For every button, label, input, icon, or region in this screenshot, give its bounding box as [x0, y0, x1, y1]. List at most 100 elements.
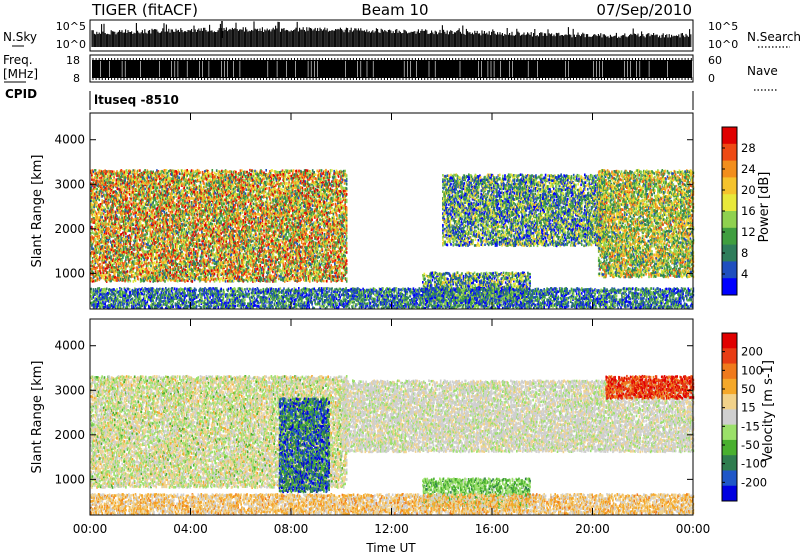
- data-cell: [90, 239, 92, 242]
- data-cell: [144, 206, 146, 209]
- data-cell: [90, 232, 92, 235]
- freq-tick-top: 18: [66, 54, 80, 67]
- data-cell: [143, 244, 145, 247]
- data-cell: [119, 191, 121, 194]
- nsearch-label: N.Search: [747, 30, 800, 44]
- data-cell: [133, 213, 135, 216]
- data-cell: [135, 280, 137, 283]
- data-cell: [93, 248, 95, 251]
- data-cell: [134, 260, 136, 263]
- data-cell: [96, 216, 98, 219]
- data-cell: [127, 225, 129, 228]
- data-cell: [143, 264, 145, 267]
- data-cell: [118, 248, 120, 251]
- data-cell: [116, 254, 118, 257]
- data-cell: [98, 211, 100, 214]
- data-cell: [134, 257, 136, 260]
- data-cell: [92, 260, 94, 263]
- data-cell: [110, 230, 112, 233]
- data-cell: [110, 255, 112, 258]
- data-cell: [116, 192, 118, 195]
- data-cell: [113, 211, 115, 214]
- data-cell: [95, 204, 97, 207]
- data-cell: [123, 279, 125, 282]
- data-cell: [131, 239, 133, 242]
- data-cell: [133, 280, 135, 283]
- data-cell: [101, 258, 103, 261]
- data-cell: [137, 232, 139, 235]
- data-cell: [96, 266, 98, 269]
- data-cell: [99, 193, 101, 196]
- data-cell: [116, 247, 118, 250]
- data-cell: [91, 206, 93, 209]
- data-cell: [138, 278, 140, 281]
- data-cell: [127, 171, 129, 174]
- data-cell: [143, 242, 145, 245]
- data-cell: [118, 232, 120, 235]
- data-cell: [117, 188, 119, 191]
- data-cell: [121, 184, 123, 187]
- data-cell: [143, 229, 145, 232]
- data-cell: [146, 243, 148, 246]
- data-cell: [91, 268, 93, 271]
- freq-label: Freq.: [3, 53, 33, 67]
- data-cell: [124, 189, 126, 192]
- data-cell: [135, 240, 137, 243]
- data-cell: [135, 218, 137, 221]
- data-cell: [99, 196, 101, 199]
- data-cell: [127, 197, 129, 200]
- data-cell: [123, 243, 125, 246]
- data-cell: [142, 266, 144, 269]
- data-cell: [110, 274, 112, 277]
- data-cell: [90, 280, 92, 283]
- data-cell: [139, 254, 141, 257]
- data-cell: [144, 227, 146, 230]
- data-cell: [96, 191, 98, 194]
- data-cell: [104, 170, 106, 173]
- data-cell: [121, 169, 123, 172]
- data-cell: [127, 217, 129, 220]
- data-cell: [101, 186, 103, 189]
- data-cell: [121, 244, 123, 247]
- data-cell: [129, 193, 131, 196]
- data-cell: [113, 262, 115, 265]
- data-cell: [143, 212, 145, 215]
- data-cell: [103, 277, 105, 280]
- data-cell: [131, 251, 133, 254]
- data-cell: [139, 169, 141, 172]
- data-cell: [99, 170, 101, 173]
- mhz-label: [MHz]: [3, 67, 38, 81]
- data-cell: [140, 222, 142, 225]
- data-cell: [114, 245, 116, 248]
- noise-tick-bottom-left: 10^0: [56, 38, 86, 51]
- data-cell: [121, 264, 123, 267]
- cpid-label: CPID: [5, 87, 37, 101]
- data-cell: [138, 199, 140, 202]
- data-cell: [95, 279, 97, 282]
- data-cell: [141, 216, 143, 219]
- data-cell: [113, 266, 115, 269]
- data-cell: [110, 181, 112, 184]
- data-cell: [138, 257, 140, 260]
- data-cell: [136, 239, 138, 242]
- data-cell: [134, 272, 136, 275]
- data-cell: [138, 169, 140, 172]
- data-cell: [121, 189, 123, 192]
- data-cell: [90, 265, 92, 268]
- data-cell: [144, 250, 146, 253]
- data-cell: [143, 250, 145, 253]
- data-cell: [139, 213, 141, 216]
- data-cell: [110, 258, 112, 261]
- data-cell: [110, 248, 112, 251]
- data-cell: [138, 188, 140, 191]
- data-cell: [133, 223, 135, 226]
- data-cell: [126, 175, 128, 178]
- data-cell: [126, 204, 128, 207]
- data-cell: [100, 185, 102, 188]
- data-cell: [122, 182, 124, 185]
- data-cell: [127, 264, 129, 267]
- data-cell: [119, 201, 121, 204]
- data-cell: [104, 230, 106, 233]
- data-cell: [116, 215, 118, 218]
- data-cell: [120, 177, 122, 180]
